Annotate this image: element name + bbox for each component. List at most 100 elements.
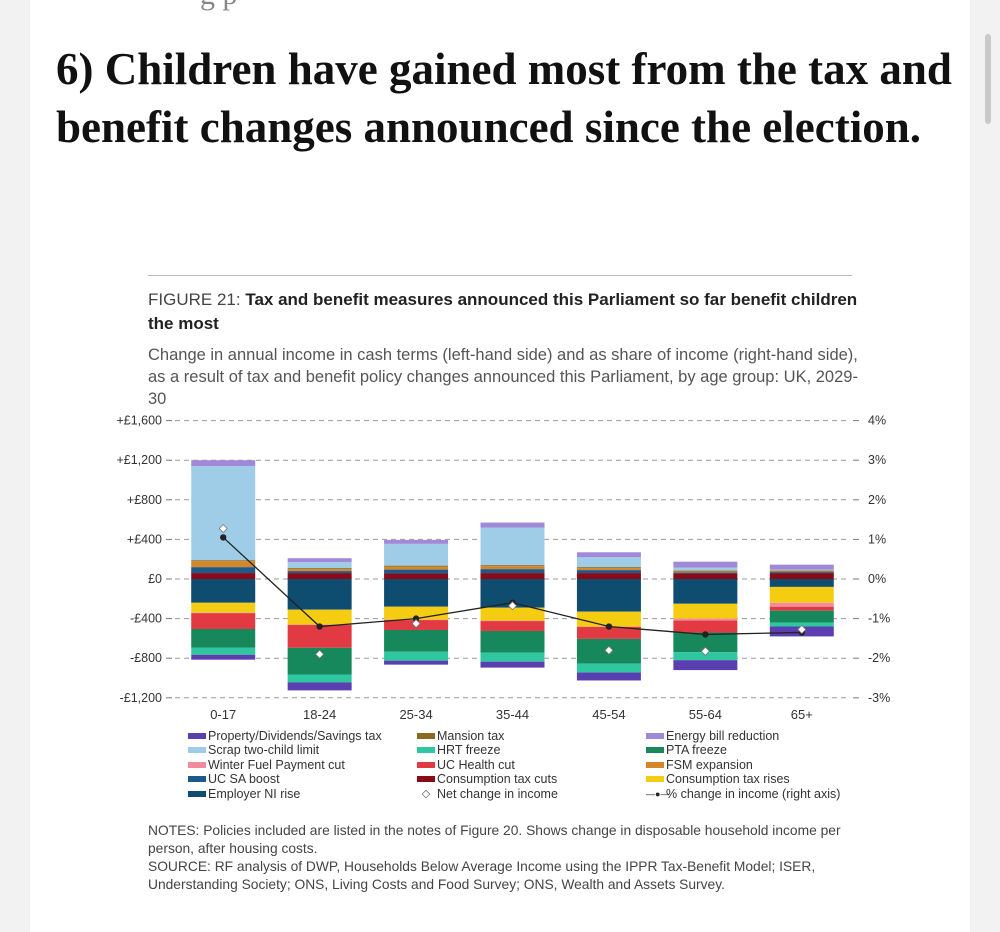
figure-notes: NOTES: Policies included are listed in t… — [148, 822, 868, 894]
legend-item: HRT freeze — [417, 742, 500, 757]
bar-segment — [191, 460, 256, 467]
bar-segment — [191, 628, 256, 648]
legend-swatch — [646, 761, 664, 768]
bar-segment — [480, 620, 545, 622]
pct-change-point — [605, 623, 613, 630]
bar-segment — [673, 618, 738, 621]
figure-title-text: Tax and benefit measures announced this … — [148, 290, 858, 333]
y-tick-label: +£1,600 — [116, 414, 162, 428]
legend-swatch — [417, 775, 435, 782]
bar-segment — [673, 579, 738, 604]
figure-title: FIGURE 21: Tax and benefit measures anno… — [148, 288, 868, 336]
figure-label: FIGURE 21: — [148, 290, 241, 309]
bar-segment — [384, 579, 449, 607]
bar-segment — [480, 661, 545, 668]
legend-label: Energy bill reduction — [666, 728, 780, 743]
net-change-marker — [411, 618, 421, 629]
x-tick-label: 25-34 — [399, 707, 432, 722]
legend-item: ◇ Net change in income — [417, 786, 558, 801]
bar-segment — [480, 621, 545, 631]
bar-segment — [769, 610, 834, 623]
legend-line-icon: —●— — [646, 788, 670, 799]
bar-segment — [287, 609, 352, 625]
bar-segment — [673, 660, 738, 671]
stacked-bar-chart: -£1,200 -£800 -£400 £0 +£400 +£800 +£1,200 +£1,… — [116, 414, 890, 722]
bar-segment — [769, 572, 834, 574]
legend-label: Consumption tax rises — [666, 771, 790, 786]
y2-tick-label: 2% — [868, 493, 886, 507]
bar-segment — [769, 571, 834, 573]
legend-label: Winter Fuel Payment cut — [208, 757, 345, 772]
bar-segment — [576, 573, 641, 579]
bar-segment — [576, 663, 641, 673]
y-tick-label: +£800 — [127, 493, 162, 507]
bar-segment — [191, 579, 256, 603]
legend-item: Property/Dividends/Savings tax — [188, 728, 382, 743]
bar-segment — [576, 672, 641, 681]
bar-segment — [480, 527, 545, 566]
bar-segment — [384, 573, 449, 579]
legend-item: Winter Fuel Payment cut — [188, 757, 345, 772]
bar-segment — [480, 569, 545, 574]
figure-top-rule — [148, 275, 852, 276]
legend-label: UC Health cut — [437, 757, 515, 772]
bar-segment — [191, 612, 256, 614]
bar-segment — [673, 652, 738, 661]
y-tick-label: -£800 — [130, 651, 162, 665]
y2-tick-label: 0% — [868, 572, 886, 586]
bar-segment — [287, 568, 352, 570]
source-text: SOURCE: RF analysis of DWP, Households B… — [148, 859, 816, 892]
legend-swatch — [646, 746, 664, 753]
legend-swatch — [188, 746, 206, 753]
legend-swatch — [646, 775, 664, 782]
legend-item: FSM expansion — [646, 757, 753, 772]
bar-segment — [287, 562, 352, 569]
legend-label: Consumption tax cuts — [437, 771, 558, 786]
bar-segment — [384, 543, 449, 566]
scrollbar[interactable] — [985, 34, 991, 124]
legend-item: Scrap two-child limit — [188, 742, 319, 757]
bar-segment — [769, 606, 834, 611]
bar-segment — [384, 539, 449, 544]
legend-item: UC Health cut — [417, 757, 515, 772]
article-card — [30, 0, 970, 932]
bar-segment — [287, 579, 352, 610]
y-tick-label: +£400 — [127, 532, 162, 546]
bar-segment — [769, 602, 834, 607]
bar-segment — [576, 552, 641, 558]
bar-segment — [287, 682, 352, 691]
notes-text: NOTES: Policies included are listed in t… — [148, 823, 841, 856]
bar-segment — [191, 613, 256, 629]
legend-item: PTA freeze — [646, 742, 727, 757]
pct-change-point — [702, 631, 709, 638]
x-tick-label: 18-24 — [303, 707, 336, 722]
legend-item: UC SA boost — [188, 771, 280, 786]
bar-segment — [769, 573, 834, 579]
net-change-marker — [218, 523, 228, 534]
bar-segment — [287, 674, 352, 683]
bar-segment — [576, 570, 641, 574]
bar-segment — [480, 522, 545, 528]
bar-segment — [191, 567, 256, 574]
bar-segment — [384, 651, 449, 661]
legend-label: Mansion tax — [437, 728, 505, 743]
bar-segment — [384, 565, 449, 567]
bar-segment — [384, 629, 449, 652]
bar-segment — [673, 570, 738, 572]
bar-segment — [480, 607, 545, 621]
legend-diamond-icon: ◇ — [421, 788, 431, 800]
legend-swatch — [188, 732, 206, 739]
bar-segment — [673, 567, 738, 571]
pct-change-point — [412, 615, 420, 622]
legend-item: Employer NI rise — [188, 786, 300, 801]
legend-item: Consumption tax cuts — [417, 771, 557, 786]
legend-label: % change in income (right axis) — [666, 786, 841, 801]
bar-segment — [480, 565, 545, 567]
bar-segment — [576, 568, 641, 571]
legend-swatch — [188, 790, 206, 797]
legend-swatch — [188, 775, 206, 782]
legend-item: Energy bill reduction — [646, 728, 779, 743]
pct-change-point — [220, 534, 227, 541]
legend-item: —●—% change in income (right axis) — [646, 786, 840, 801]
